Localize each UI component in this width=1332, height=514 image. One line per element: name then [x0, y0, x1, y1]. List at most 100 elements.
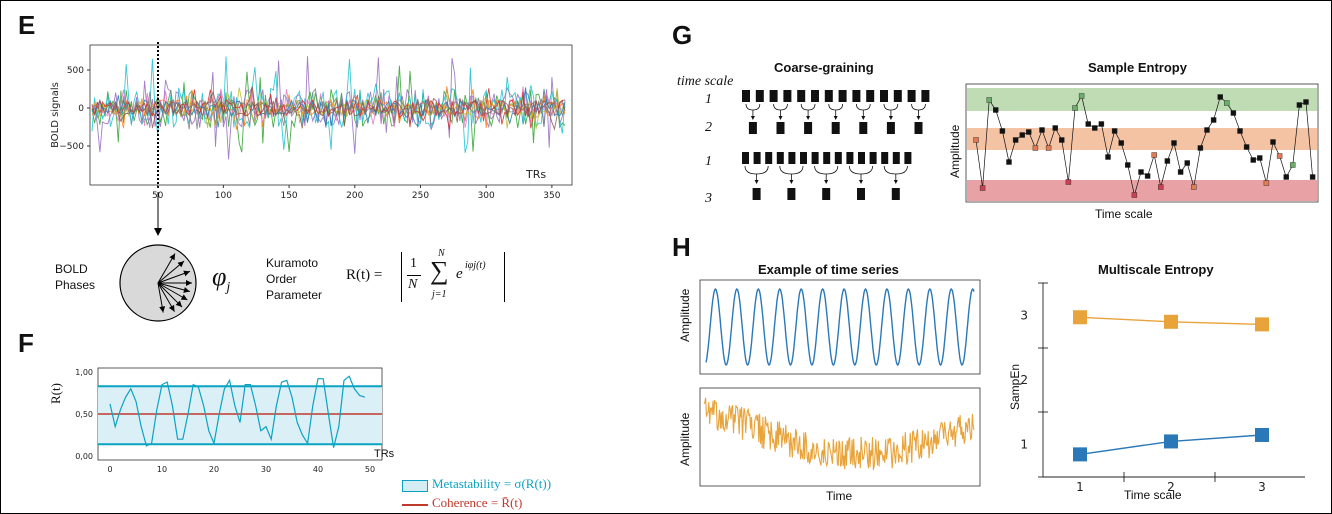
sample-point [1111, 128, 1118, 134]
kuramoto-label-2: Order [266, 272, 297, 286]
sample-point [1263, 180, 1270, 186]
r-ytick-label: 0,00 [75, 452, 93, 461]
sample-point [973, 137, 979, 143]
mse-point [1073, 310, 1087, 325]
mse-point [1255, 317, 1269, 332]
sample-block [765, 152, 773, 164]
sample-point [979, 185, 986, 191]
sample-point [1085, 121, 1091, 127]
sample-point [1210, 117, 1217, 123]
sample-point [1296, 102, 1303, 108]
noise-series-line [703, 397, 975, 470]
r-ytick-label: 1,00 [75, 368, 93, 377]
sine-series-line [705, 287, 975, 367]
scale-label-2: 2 [705, 120, 712, 135]
bold-plot-frame [89, 44, 573, 186]
bold-xtick-label: 250 [412, 191, 429, 201]
sample-point [1283, 174, 1289, 180]
formula-n: N [408, 277, 418, 292]
bold-xtick-label: 100 [215, 191, 232, 201]
sample-entropy-line [975, 95, 1313, 196]
mse-ytick-label: 1 [1020, 438, 1028, 452]
r-ytick-label: 0,50 [75, 410, 93, 419]
sample-point [1125, 162, 1131, 168]
sample-block [811, 90, 819, 102]
sample-block [834, 152, 842, 164]
sample-block [742, 152, 749, 164]
sample-point [1098, 121, 1105, 127]
bold-signal-line [91, 87, 566, 130]
formula-exponent: iφj(t) [465, 260, 486, 271]
bold-ytick-label: 0 [78, 104, 84, 114]
sample-block [880, 90, 888, 102]
bracket-arrow-head [824, 180, 829, 184]
sample-point [1019, 132, 1025, 138]
red-band [967, 180, 1317, 201]
phase-arrow-head [186, 280, 192, 286]
sample-block [800, 152, 807, 164]
coarse-block [857, 188, 865, 200]
bracket-arrow-head [833, 116, 838, 120]
bracket-arrow-head [859, 180, 863, 184]
mse-ytick-label: 3 [1020, 308, 1028, 322]
sample-block [783, 90, 792, 102]
phi-symbol: φj [212, 262, 231, 296]
mse-point [1164, 314, 1178, 329]
sample-point [1072, 105, 1078, 111]
sample-block [769, 90, 778, 102]
formula-sum-top: N [438, 248, 445, 259]
sample-point [1032, 145, 1039, 151]
r-xtick-label: 50 [365, 465, 375, 474]
noise-plot-frame [699, 387, 981, 487]
sample-block [846, 152, 854, 164]
bold-xtick-label: 300 [478, 191, 495, 201]
sample-point [986, 97, 992, 103]
phase-arrow-head [183, 270, 190, 277]
sample-point [1065, 179, 1072, 185]
phase-arrows [157, 253, 192, 313]
sample-point [1171, 140, 1177, 146]
panel-letter-h: H [672, 232, 691, 262]
coarse-block [748, 122, 757, 134]
bracket-arrow-head [916, 116, 921, 120]
formula-lhs: R(t) = [346, 267, 383, 283]
sample-point [1197, 145, 1204, 151]
mse-point [1164, 434, 1178, 449]
sample-block [892, 152, 900, 164]
kuramoto-formula: R(t) = 1 N N ∑ j=1 e iφj(t) [346, 248, 516, 308]
sample-point [1138, 169, 1144, 175]
coarse-block [752, 188, 761, 200]
r-xtick-label: 20 [209, 465, 219, 474]
sample-block [824, 90, 833, 102]
sample-point [993, 107, 999, 113]
bold-ytick-label: 500 [67, 66, 84, 76]
orange-band [967, 128, 1317, 150]
sample-point [1092, 125, 1098, 131]
r-xtick-label: 30 [261, 465, 271, 474]
bracket-arrow-head [778, 116, 783, 120]
sample-point [1217, 94, 1223, 100]
coarse-block [886, 122, 895, 134]
arrow-head [154, 228, 162, 236]
sample-point [1144, 173, 1151, 179]
bold-signal-line [91, 56, 566, 153]
multiscale-entropy-title: Multiscale Entropy [1098, 262, 1214, 277]
sine-plot-frame [699, 279, 981, 375]
coarse-block [914, 122, 923, 134]
coarse-block [776, 122, 785, 134]
coarse-block [891, 188, 900, 200]
formula-one: 1 [410, 256, 417, 271]
sample-point [1270, 139, 1276, 145]
sample-point [1039, 127, 1045, 133]
coarse-block [859, 122, 868, 134]
sample-block [776, 152, 784, 164]
bold-phases-label-1: BOLD [55, 262, 88, 276]
sample-point [1177, 169, 1184, 175]
sample-point [1309, 174, 1316, 180]
mse-xtick-label: 2 [1167, 480, 1175, 494]
r-xtick-label: 0 [107, 465, 112, 474]
legend-metastability-label: Metastability = σ(R(t)) [432, 476, 552, 491]
